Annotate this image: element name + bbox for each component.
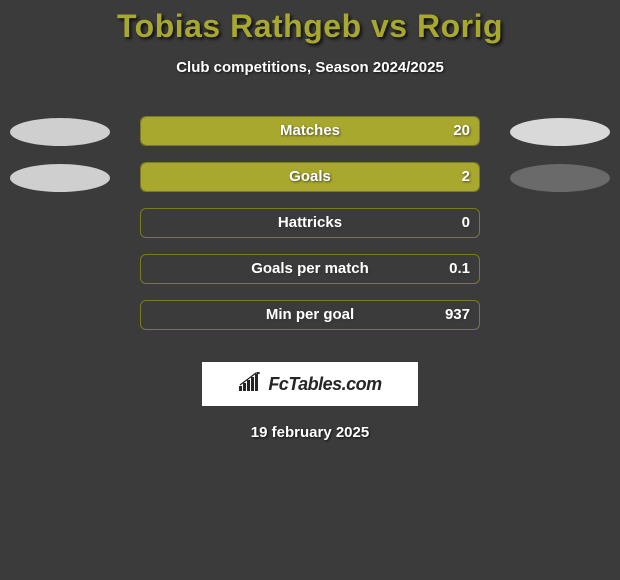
player-left-marker <box>10 118 110 146</box>
player-left-marker <box>10 164 110 192</box>
bar-chart-icon <box>238 372 262 397</box>
bar-track <box>140 300 480 330</box>
comparison-row: Matches20 <box>0 114 620 160</box>
logo-text: FcTables.com <box>268 374 381 395</box>
comparison-row: Goals per match0.1 <box>0 252 620 298</box>
bar-track <box>140 208 480 238</box>
comparison-row: Goals2 <box>0 160 620 206</box>
page-subtitle: Club competitions, Season 2024/2025 <box>0 59 620 76</box>
date-line: 19 february 2025 <box>0 424 620 441</box>
comparison-row: Min per goal937 <box>0 298 620 344</box>
comparison-chart: Matches20Goals2Hattricks0Goals per match… <box>0 114 620 344</box>
comparison-row: Hattricks0 <box>0 206 620 252</box>
logo-box: FcTables.com <box>202 362 418 406</box>
bar-fill <box>141 163 480 191</box>
bar-track <box>140 162 480 192</box>
page-title: Tobias Rathgeb vs Rorig <box>0 0 620 45</box>
player-right-marker <box>510 118 610 146</box>
bar-track <box>140 116 480 146</box>
bar-fill <box>141 117 480 145</box>
bar-track <box>140 254 480 284</box>
player-right-marker <box>510 164 610 192</box>
